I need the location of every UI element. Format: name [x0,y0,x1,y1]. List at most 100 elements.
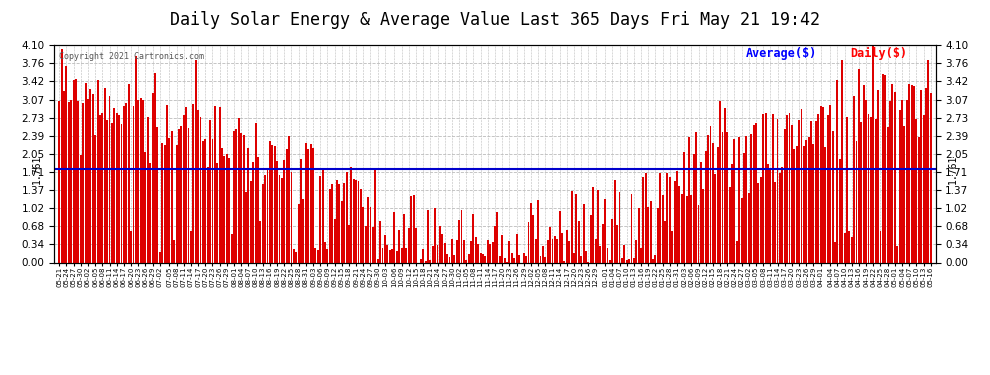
Bar [743,153,744,262]
Bar [437,245,439,262]
Bar [928,60,930,262]
Bar [274,146,275,262]
Bar [99,115,101,262]
Bar [442,234,444,262]
Bar [212,139,214,262]
Bar [68,102,69,262]
Bar [307,149,309,262]
Bar [516,234,518,262]
Bar [286,150,288,262]
Bar [92,94,94,262]
Bar [752,124,754,262]
Bar [776,119,778,262]
Bar [805,140,807,262]
Bar [556,239,558,262]
Bar [887,127,889,262]
Bar [209,120,211,262]
Bar [810,121,812,262]
Bar [626,260,628,262]
Bar [298,204,300,262]
Bar [563,261,565,262]
Bar [793,148,795,262]
Bar [241,132,243,262]
Bar [570,191,572,262]
Bar [422,249,424,262]
Bar [698,205,700,262]
Bar [372,228,374,262]
Bar [822,107,824,262]
Bar [97,80,99,262]
Bar [484,256,486,262]
Bar [542,246,544,262]
Bar [123,106,125,262]
Bar [544,257,546,262]
Bar [494,226,496,262]
Bar [87,99,89,262]
Bar [396,251,398,262]
Bar [525,256,527,262]
Bar [686,196,687,262]
Bar [731,164,733,262]
Bar [161,143,163,262]
Bar [448,257,450,262]
Bar [336,180,338,262]
Bar [403,214,405,262]
Bar [762,114,764,262]
Bar [207,167,209,262]
Bar [467,254,469,262]
Bar [246,192,247,262]
Bar [827,115,829,262]
Bar [908,84,910,262]
Text: Daily Solar Energy & Average Value Last 365 Days Fri May 21 19:42: Daily Solar Energy & Average Value Last … [170,11,820,29]
Bar [673,182,675,262]
Bar [628,259,630,262]
Bar [736,240,738,262]
Bar [249,181,251,262]
Bar [455,240,457,262]
Bar [214,106,216,262]
Bar [707,135,709,262]
Bar [877,90,879,262]
Bar [202,141,204,262]
Bar [482,254,484,262]
Bar [815,121,817,262]
Bar [750,134,752,262]
Bar [266,168,268,262]
Bar [147,117,148,262]
Bar [243,135,245,262]
Bar [509,241,510,262]
Bar [865,100,867,262]
Bar [846,117,847,262]
Bar [425,261,427,262]
Bar [839,159,841,262]
Bar [111,123,113,262]
Bar [913,86,915,262]
Bar [197,110,199,262]
Bar [530,203,532,262]
Bar [741,198,742,262]
Bar [264,175,266,262]
Bar [341,201,343,262]
Text: Copyright 2021 Cartronics.com: Copyright 2021 Cartronics.com [58,51,204,60]
Bar [261,184,263,262]
Bar [604,199,606,262]
Bar [458,220,460,262]
Bar [430,260,432,262]
Bar [109,96,111,262]
Bar [496,212,498,262]
Bar [499,256,501,262]
Bar [818,114,819,262]
Bar [312,148,314,262]
Bar [867,114,869,262]
Bar [870,117,872,262]
Bar [178,129,180,262]
Bar [585,251,587,262]
Bar [916,119,918,262]
Bar [597,190,599,262]
Bar [669,177,671,262]
Bar [553,236,555,262]
Bar [138,100,140,262]
Bar [904,126,906,262]
Bar [683,152,685,262]
Text: Daily($): Daily($) [850,47,907,60]
